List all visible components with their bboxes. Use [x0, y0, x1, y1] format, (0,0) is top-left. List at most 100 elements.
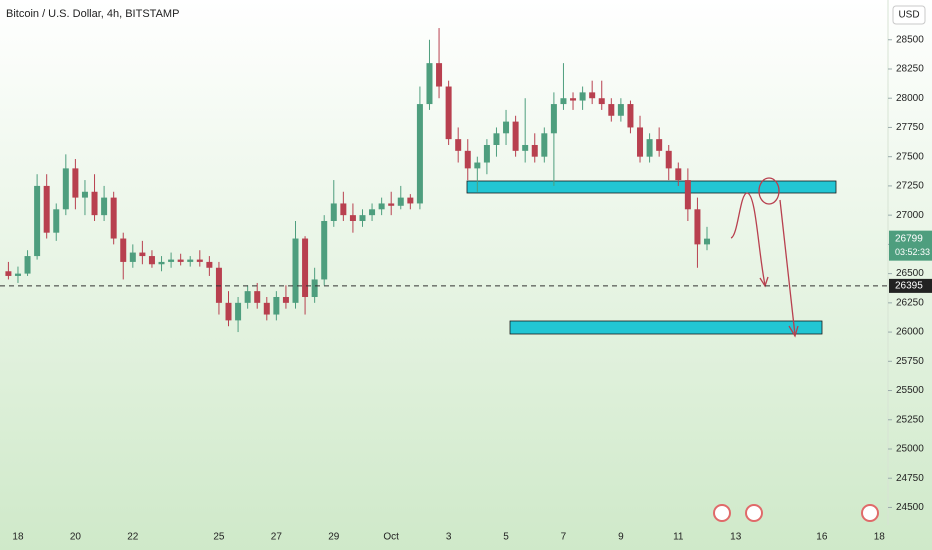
candle-body — [139, 252, 146, 257]
candle-body — [694, 209, 701, 245]
x-tick-label: 27 — [271, 532, 283, 543]
candle-body — [369, 209, 376, 216]
candle-body — [244, 291, 251, 303]
candle-body — [91, 191, 98, 216]
candle-body — [646, 139, 653, 157]
current-price-label: 26799 — [895, 233, 923, 244]
x-tick-label: 25 — [213, 532, 225, 543]
candle-body — [5, 271, 12, 276]
candle-body — [81, 191, 88, 198]
candle-body — [120, 238, 127, 262]
candle-body — [72, 168, 79, 198]
candle-body — [445, 86, 452, 140]
y-tick-label: 25500 — [896, 385, 924, 396]
candle-body — [493, 133, 500, 145]
candle-body — [407, 197, 414, 204]
candle-body — [14, 273, 21, 276]
candle-body — [206, 261, 213, 268]
x-tick-label: 16 — [816, 532, 828, 543]
candle-body — [665, 150, 672, 169]
candle-body — [378, 203, 385, 210]
candle-body — [62, 168, 69, 210]
candle-body — [522, 144, 529, 151]
x-axis: 18 20 22 25 27 29 Oct 3 5 7 9 11 13 16 18 — [12, 532, 885, 543]
candle-body — [416, 104, 423, 204]
reference-price-box — [889, 278, 932, 293]
x-tick-label: Oct — [383, 532, 399, 543]
candle-body — [579, 92, 586, 101]
reference-price-label: 26395 — [895, 281, 923, 292]
candle-body — [512, 121, 519, 151]
event-icons — [713, 504, 879, 522]
candle-body — [292, 238, 299, 303]
y-tick-label: 24750 — [896, 473, 924, 484]
candle-body — [397, 197, 404, 206]
countdown-label: 03:52:33 — [895, 247, 930, 257]
candle-body — [675, 168, 682, 181]
arrow-head — [788, 325, 799, 338]
y-tick-label: 26500 — [896, 268, 924, 279]
price-labels: 26799 03:52:33 26395 — [889, 230, 932, 293]
y-tick-label: 27750 — [896, 122, 924, 133]
event-icon — [861, 504, 879, 522]
candle-body — [426, 63, 433, 105]
event-icon — [745, 504, 763, 522]
candle-body — [627, 104, 634, 128]
candle-body — [531, 144, 538, 157]
candle-body — [340, 203, 347, 216]
candle-body — [474, 162, 481, 169]
candle-body — [570, 98, 577, 101]
event-icon — [713, 504, 731, 522]
candle-body — [53, 209, 60, 233]
candle-body — [101, 197, 108, 216]
x-tick-label: 5 — [503, 532, 509, 543]
candle-body — [359, 215, 366, 221]
highlight-circle — [758, 177, 780, 205]
candle-body — [541, 133, 548, 157]
target-zone — [509, 320, 823, 335]
candle-body — [158, 261, 165, 265]
candle-body — [388, 203, 395, 206]
candle-body — [349, 215, 356, 221]
candle-body — [617, 104, 624, 116]
candle-body — [196, 259, 203, 262]
y-tick-label: 25000 — [896, 444, 924, 455]
candle-body — [43, 185, 50, 233]
candle-body — [455, 139, 462, 151]
candle-body — [436, 63, 443, 87]
y-tick-label: 25250 — [896, 414, 924, 425]
candle-body — [321, 220, 328, 280]
candle-body — [637, 127, 644, 157]
chart-title: Bitcoin / U.S. Dollar, 4h, BITSTAMP — [6, 8, 179, 20]
candle-body — [254, 291, 261, 303]
x-tick-label: 29 — [328, 532, 340, 543]
candle-body — [129, 252, 136, 262]
candle-body — [656, 139, 663, 151]
resistance-zone — [466, 180, 837, 194]
currency-button[interactable] — [892, 5, 926, 25]
candle-body — [225, 302, 232, 321]
y-tick-label: 27500 — [896, 151, 924, 162]
projection-path — [779, 199, 796, 336]
candle-body — [148, 256, 155, 265]
candle-body — [598, 98, 605, 105]
y-tick-label: 28500 — [896, 34, 924, 45]
y-tick-label: 24500 — [896, 502, 924, 513]
candle-body — [311, 279, 318, 297]
x-tick-label: 18 — [874, 532, 886, 543]
candle-body — [589, 92, 596, 99]
candle-body — [330, 203, 337, 221]
y-tick-label: 28250 — [896, 64, 924, 75]
candle-body — [608, 104, 615, 116]
candle-body — [187, 259, 194, 262]
y-tick-label: 26250 — [896, 297, 924, 308]
x-tick-label: 11 — [673, 532, 684, 543]
x-tick-label: 3 — [446, 532, 452, 543]
candle-body — [34, 185, 41, 257]
candle-body — [560, 98, 567, 105]
projection — [730, 177, 799, 338]
candle-body — [177, 259, 184, 262]
candle-body — [215, 267, 222, 303]
